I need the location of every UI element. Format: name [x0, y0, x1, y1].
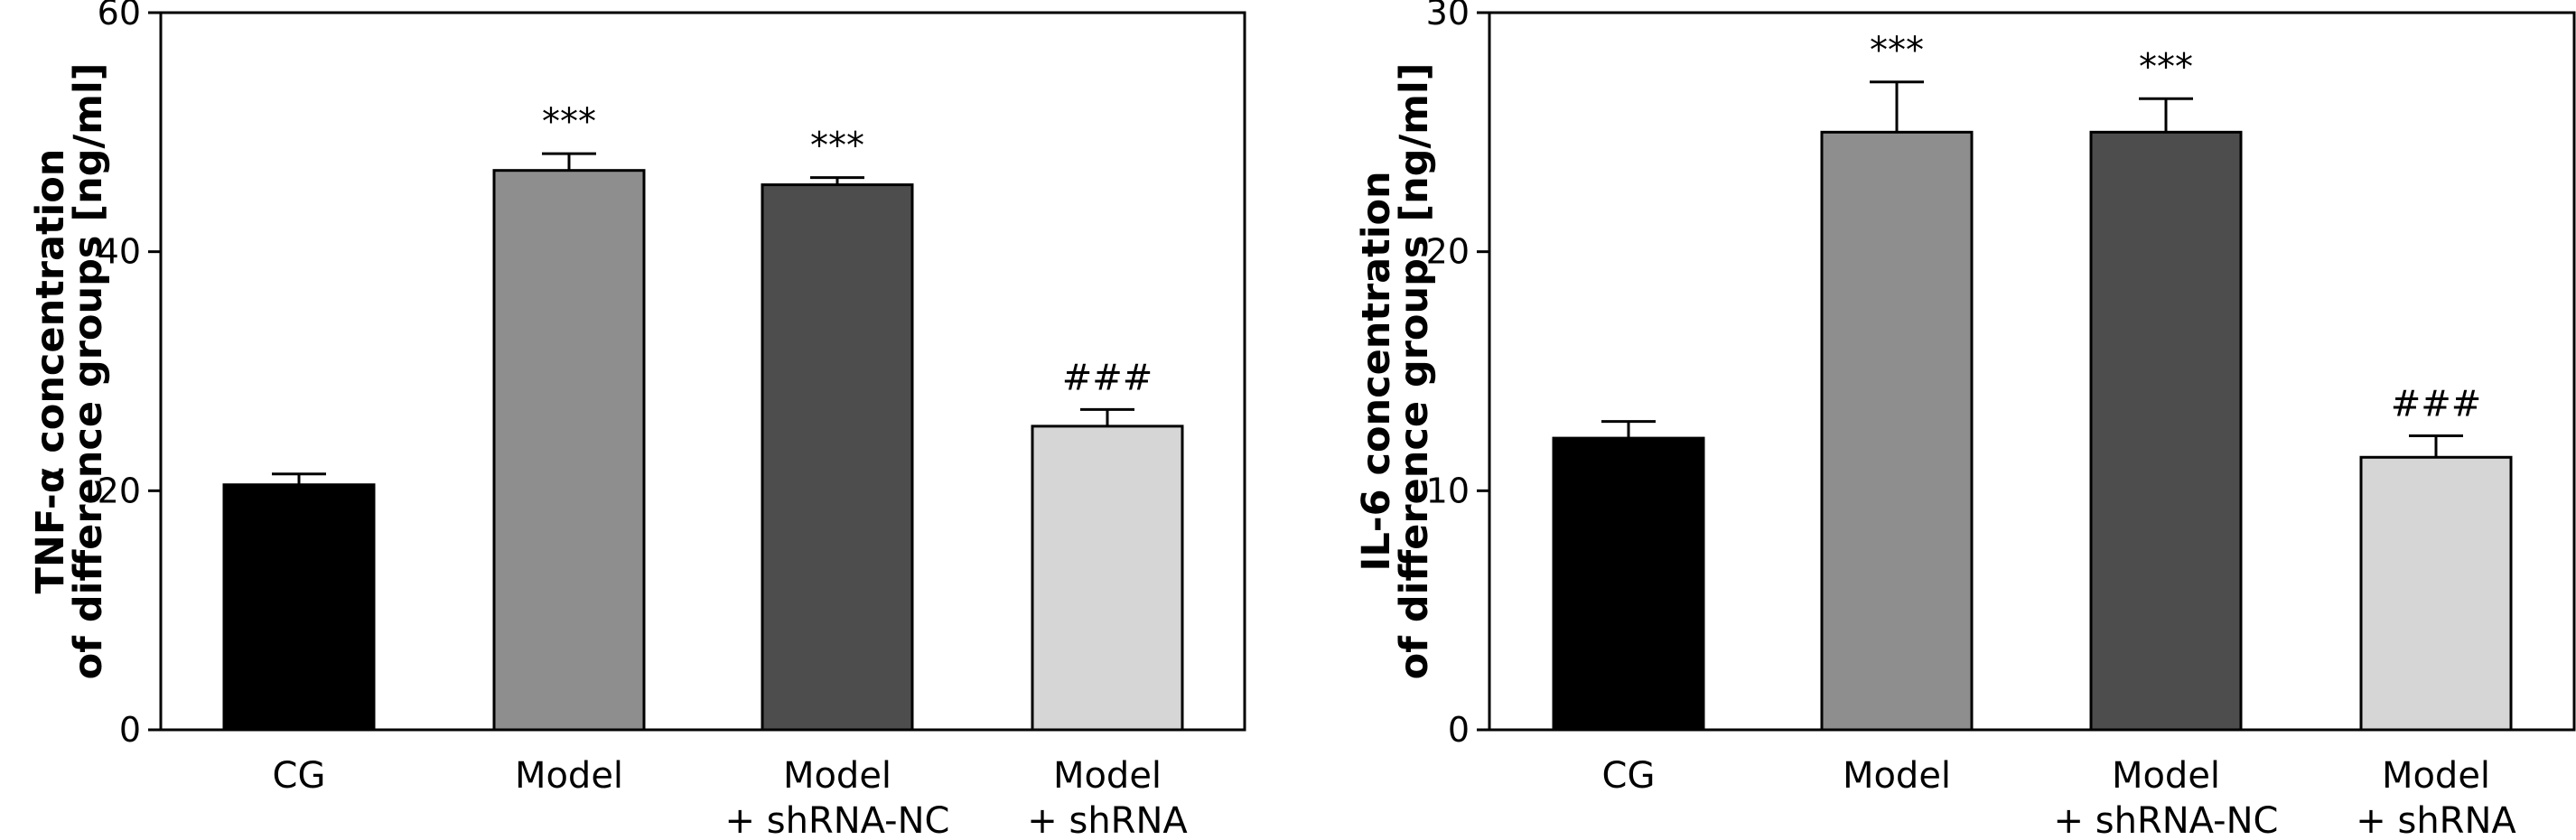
bar	[2089, 130, 2243, 732]
bar	[492, 169, 646, 732]
plot-frame	[1488, 11, 2576, 732]
bar	[222, 483, 376, 732]
y-axis-label: TNF-α concentration	[28, 149, 73, 594]
category-label: CG	[273, 755, 326, 797]
y-axis-label: of difference groups [ng/ml]	[1392, 63, 1437, 680]
significance-label: ###	[1062, 357, 1153, 398]
category-label: Model	[1053, 755, 1162, 797]
y-tick-label: 0	[119, 710, 141, 750]
significance-label: ***	[1870, 30, 1924, 71]
bar	[2359, 455, 2513, 732]
bar	[761, 183, 914, 732]
significance-label: ***	[810, 126, 864, 167]
category-label: Model	[2382, 755, 2490, 797]
category-label: + shRNA-NC	[725, 800, 950, 840]
significance-label: ***	[542, 101, 596, 143]
significance-label: ###	[2391, 383, 2482, 425]
y-tick-label: 40	[98, 232, 141, 272]
category-label: + shRNA	[1027, 800, 1188, 840]
category-label: CG	[1602, 755, 1656, 797]
category-label: Model	[515, 755, 623, 797]
y-axis-label: IL-6 concentration	[1354, 171, 1399, 571]
y-tick-label: 60	[98, 0, 141, 33]
y-tick-label: 30	[1426, 0, 1470, 33]
plot-frame	[159, 11, 1246, 732]
category-label: Model	[2112, 755, 2220, 797]
y-tick-label: 10	[1426, 471, 1470, 510]
category-label: + shRNA-NC	[2054, 800, 2279, 840]
category-label: + shRNA	[2356, 800, 2516, 840]
category-label: Model	[783, 755, 891, 797]
bar	[1820, 130, 1974, 732]
bar	[1031, 425, 1184, 732]
bar	[1552, 436, 1705, 732]
category-label: Model	[1843, 755, 1951, 797]
y-axis-label: of difference groups [ng/ml]	[66, 63, 111, 680]
y-tick-label: 20	[98, 471, 141, 510]
y-tick-label: 0	[1448, 710, 1470, 750]
y-tick-label: 20	[1426, 232, 1470, 272]
significance-label: ***	[2139, 46, 2193, 88]
